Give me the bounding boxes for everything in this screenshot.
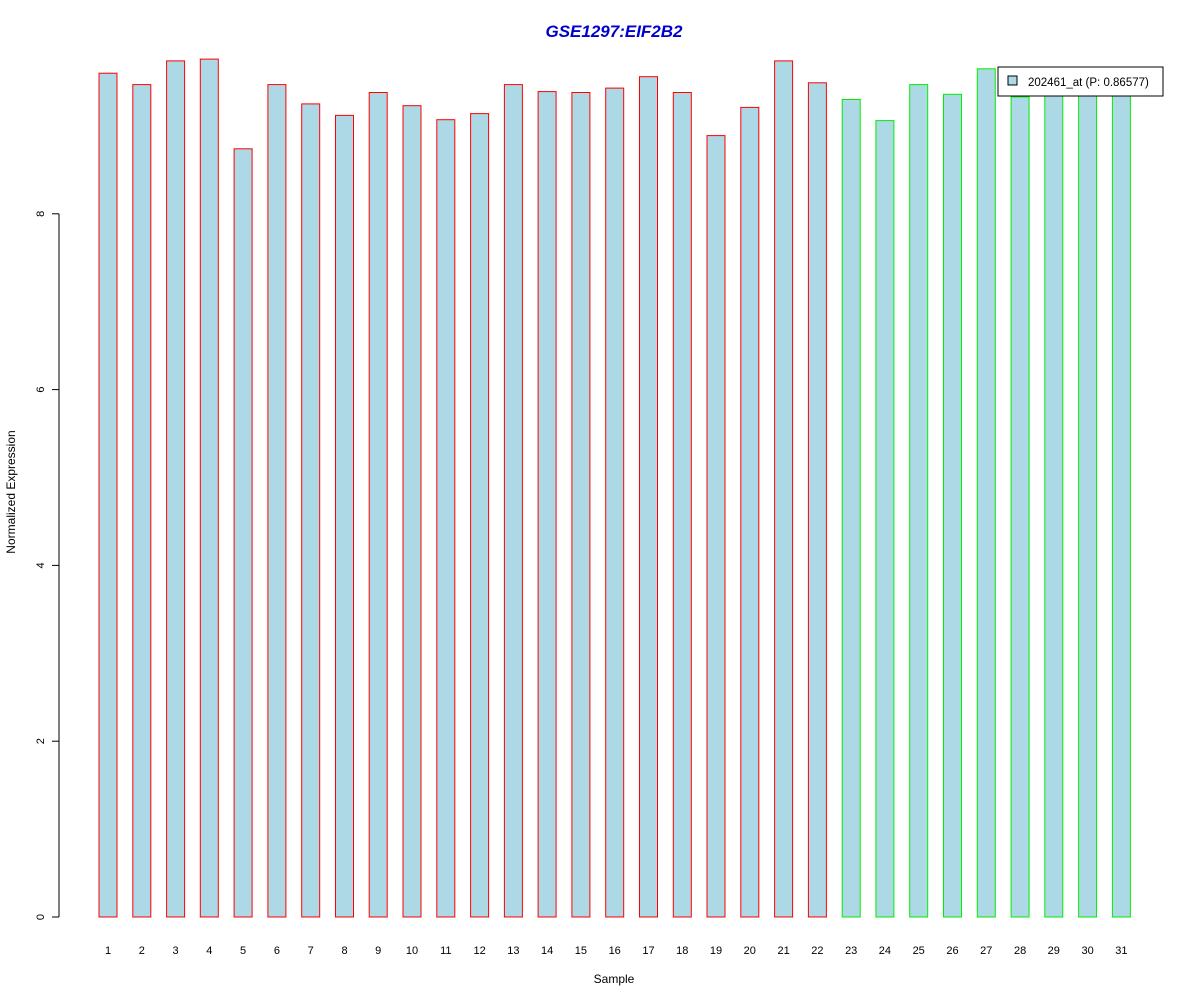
bar-sample-21	[774, 60, 794, 918]
bar-sample-25	[909, 84, 929, 918]
x-tick-label: 29	[1048, 945, 1060, 957]
bar-sample-4	[199, 58, 219, 918]
x-tick-labels: 1 2 3 4 5 6 7 8 9 10 11 12 13 14 15 16 17 18 19 20 21 22 23 24 2…	[105, 945, 1128, 957]
chart-title: GSE1297:EIF2B2	[545, 22, 683, 41]
x-tick-label: 3	[173, 945, 179, 957]
x-tick-label: 23	[845, 945, 857, 957]
bar-sample-28	[1010, 96, 1030, 918]
bar-sample-18	[672, 92, 692, 918]
bar-sample-2	[132, 84, 152, 918]
bar-sample-1	[98, 72, 118, 918]
y-tick-label: 6	[35, 387, 47, 393]
x-tick-label: 2	[139, 945, 145, 957]
x-tick-label: 5	[240, 945, 246, 957]
x-tick-label: 13	[507, 945, 519, 957]
bar-sample-5	[233, 148, 253, 918]
legend-swatch	[1007, 75, 1018, 86]
bar-sample-9	[368, 92, 388, 918]
y-tick-label: 8	[35, 211, 47, 217]
bar-sample-15	[571, 92, 591, 918]
x-tick-label: 22	[811, 945, 823, 957]
bar-sample-19	[706, 135, 726, 918]
bar-sample-31	[1111, 93, 1131, 918]
x-tick-label: 1	[105, 945, 111, 957]
y-tick-label: 2	[35, 738, 47, 744]
x-tick-label: 6	[274, 945, 280, 957]
x-tick-label: 15	[575, 945, 587, 957]
x-tick-label: 17	[642, 945, 654, 957]
bar-sample-29	[1044, 93, 1064, 918]
x-tick-label: 14	[541, 945, 553, 957]
x-tick-label: 21	[777, 945, 789, 957]
y-tick-label: 0	[35, 914, 47, 920]
bar-sample-10	[402, 105, 422, 918]
bar-sample-30	[1078, 92, 1098, 918]
bar-sample-27	[976, 68, 996, 918]
x-tick-label: 19	[710, 945, 722, 957]
bar-sample-22	[807, 82, 827, 918]
x-axis-label: Sample	[594, 972, 635, 986]
x-tick-label: 20	[744, 945, 756, 957]
bars-group	[98, 58, 1131, 918]
y-axis: 0 2 4 6 8	[35, 211, 60, 920]
bar-sample-24	[875, 120, 895, 918]
bar-sample-3	[166, 60, 186, 918]
x-tick-label: 18	[676, 945, 688, 957]
x-tick-label: 12	[473, 945, 485, 957]
x-tick-label: 9	[375, 945, 381, 957]
x-tick-label: 28	[1014, 945, 1026, 957]
legend-box	[997, 66, 1164, 97]
x-tick-label: 27	[980, 945, 992, 957]
bar-sample-8	[335, 114, 354, 918]
x-tick-label: 16	[609, 945, 621, 957]
x-tick-label: 30	[1081, 945, 1093, 957]
bar-sample-7	[301, 103, 321, 918]
y-tick-label: 4	[35, 562, 47, 568]
bar-sample-12	[470, 113, 490, 918]
x-tick-label: 8	[341, 945, 347, 957]
x-tick-label: 26	[946, 945, 958, 957]
bar-sample-14	[537, 91, 557, 918]
bar-sample-20	[740, 106, 760, 918]
bar-sample-6	[267, 84, 287, 918]
x-tick-label: 4	[206, 945, 212, 957]
x-tick-label: 11	[440, 945, 451, 957]
x-tick-label: 31	[1115, 945, 1127, 957]
bar-sample-23	[841, 99, 861, 918]
x-tick-label: 7	[308, 945, 314, 957]
bar-sample-13	[503, 84, 523, 918]
legend: 202461_at (P: 0.86577)	[997, 66, 1164, 97]
x-tick-label: 25	[913, 945, 925, 957]
bar-sample-11	[436, 119, 456, 918]
bar-sample-17	[639, 76, 658, 918]
bar-sample-16	[605, 87, 625, 918]
x-tick-label: 24	[879, 945, 891, 957]
x-tick-label: 10	[406, 945, 418, 957]
legend-label: 202461_at (P: 0.86577)	[1028, 77, 1149, 89]
y-axis-label: Normalized Expression	[4, 430, 18, 553]
bar-sample-26	[943, 93, 962, 918]
